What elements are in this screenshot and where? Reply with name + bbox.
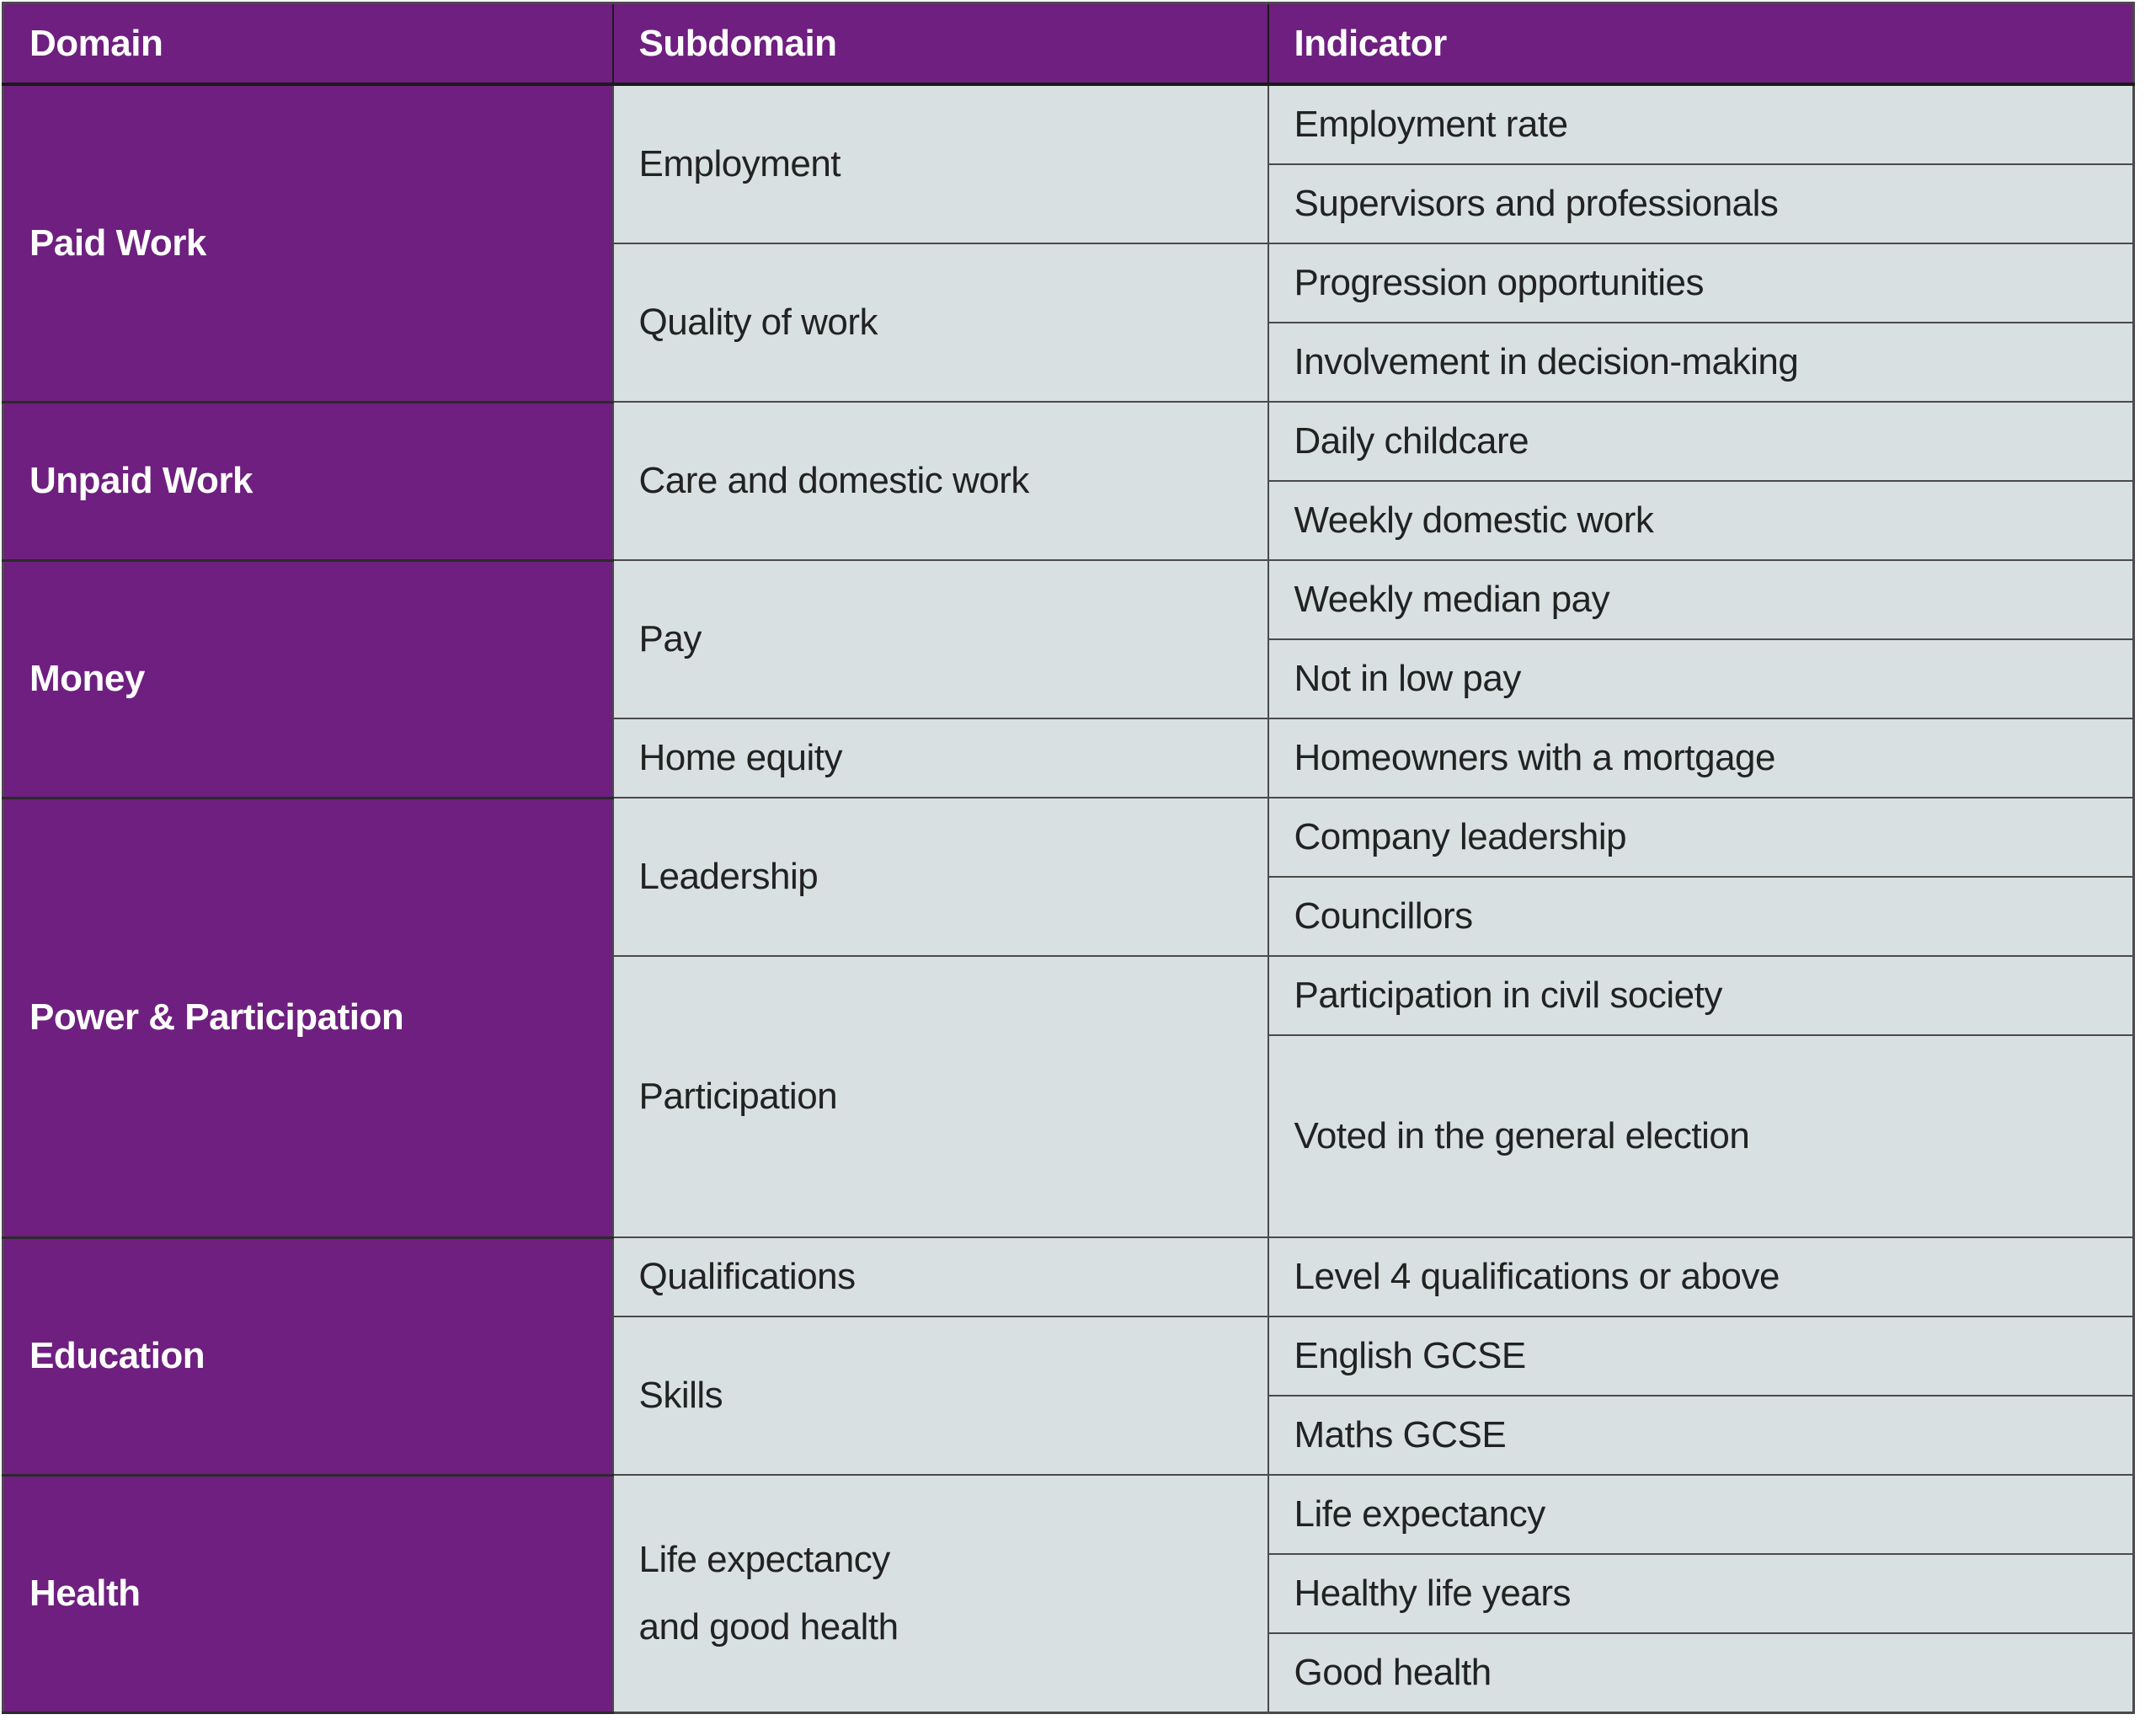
subdomain-cell: Participation: [611, 955, 1269, 1238]
table-row: Good health: [3, 1632, 2135, 1714]
indicator-cell: Supervisors and professionals: [1267, 163, 2135, 244]
indicator-cell: Involvement in decision-making: [1267, 322, 2135, 403]
subdomain-cell: Qualifications: [611, 1236, 1269, 1317]
indicator-cell: Maths GCSE: [1267, 1395, 2135, 1476]
header-subdomain: Subdomain: [611, 2, 1269, 86]
domain-cell: Unpaid Work: [2, 401, 614, 562]
subdomain-cell: Leadership: [611, 797, 1269, 957]
domain-cell: Education: [2, 1236, 614, 1477]
subdomain-cell: Skills: [611, 1316, 1269, 1476]
indicator-cell: Weekly median pay: [1267, 559, 2135, 640]
domain-cell: Power & Participation: [2, 797, 614, 1239]
table-row: Paid Work Employment Employment rate: [2, 83, 2135, 403]
domain-cell: Money: [2, 559, 614, 799]
table-row: Unpaid Work Care and domestic work Daily…: [2, 401, 2135, 562]
table-row: Money Pay Weekly median pay: [2, 559, 2135, 799]
indicator-cell: Life expectancy: [1267, 1474, 2135, 1555]
table-row: Voted in the general election: [3, 1034, 2135, 1238]
indicator-cell: Voted in the general election: [1267, 1034, 2135, 1238]
table-row: Weekly domestic work: [3, 480, 2135, 561]
table-row: Quality of work Progression opportunitie…: [3, 243, 2135, 403]
table-row: Supervisors and professionals: [3, 163, 2135, 244]
table-row: Power & Participation Leadership Company…: [2, 797, 2135, 1239]
subdomain-cell: Employment: [611, 83, 1269, 244]
table-row: Healthy life years: [3, 1553, 2135, 1634]
indicator-cell: English GCSE: [1267, 1316, 2135, 1397]
indicator-cell: Weekly domestic work: [1267, 480, 2135, 561]
table-row: Home equity Homeowners with a mortgage: [3, 718, 2135, 798]
indicator-cell: Good health: [1267, 1632, 2135, 1714]
indicator-cell: Level 4 qualifications or above: [1267, 1236, 2135, 1317]
indicator-cell: Not in low pay: [1267, 638, 2135, 719]
indicator-cell: Participation in civil society: [1267, 955, 2135, 1036]
domain-cell: Paid Work: [2, 83, 614, 403]
subdomain-cell: Home equity: [611, 718, 1269, 798]
subdomain-cell: Quality of work: [611, 243, 1269, 403]
header-row: Domain Subdomain Indicator: [2, 2, 2135, 86]
table-row: Skills English GCSE: [3, 1316, 2135, 1476]
table-row: Participation Participation in civil soc…: [3, 955, 2135, 1238]
subdomain-cell: Pay: [611, 559, 1269, 719]
subdomain-cell: Care and domestic work: [611, 401, 1269, 561]
header-indicator: Indicator: [1267, 2, 2135, 86]
table-row: Maths GCSE: [3, 1395, 2135, 1476]
indicator-cell: Employment rate: [1267, 83, 2135, 165]
table-row: Involvement in decision-making: [3, 322, 2135, 403]
header-domain: Domain: [2, 2, 614, 86]
indicator-cell: Daily childcare: [1267, 401, 2135, 482]
table-row: Education Qualifications Level 4 qualifi…: [2, 1236, 2135, 1477]
table-row: Councillors: [3, 876, 2135, 957]
indicator-cell: Progression opportunities: [1267, 243, 2135, 323]
table-row: Health Life expectancy and good health L…: [2, 1474, 2135, 1714]
indicator-cell: Healthy life years: [1267, 1553, 2135, 1634]
indicator-cell: Homeowners with a mortgage: [1267, 718, 2135, 798]
indicator-cell: Company leadership: [1267, 797, 2135, 878]
indicator-cell: Councillors: [1267, 876, 2135, 957]
table-row: Not in low pay: [3, 638, 2135, 719]
domain-cell: Health: [2, 1474, 614, 1714]
subdomain-cell: Life expectancy and good health: [611, 1474, 1269, 1714]
